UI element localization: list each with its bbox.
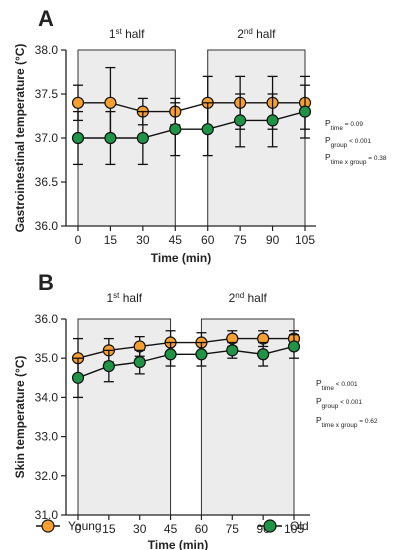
data-point xyxy=(71,371,85,384)
y-tick-label: 36.0 xyxy=(35,312,59,326)
y-tick-label: 36.0 xyxy=(35,219,59,233)
legend-marker xyxy=(263,519,277,533)
x-tick-label: 45 xyxy=(169,233,183,247)
stat-label: Ptime = 0.09 xyxy=(325,118,363,132)
data-point xyxy=(195,348,208,361)
half-region-1 xyxy=(77,318,172,516)
data-point xyxy=(298,105,312,118)
data-point xyxy=(201,123,214,136)
y-tick-label: 37.0 xyxy=(35,131,59,145)
x-tick-label: 45 xyxy=(164,522,178,536)
half-label: 1st half xyxy=(109,27,145,42)
data-point xyxy=(226,344,239,357)
half-label: 1st half xyxy=(106,291,142,306)
x-tick-label: 30 xyxy=(136,233,150,247)
half-region-2 xyxy=(207,49,306,227)
x-tick-label: 15 xyxy=(102,522,116,536)
half-region-2 xyxy=(200,318,295,516)
y-tick-label: 34.0 xyxy=(35,390,59,404)
data-point xyxy=(257,348,270,361)
x-tick-label: 60 xyxy=(201,233,215,247)
x-tick-label: 105 xyxy=(295,233,315,247)
data-point xyxy=(136,131,149,145)
legend-item-old: Old xyxy=(258,519,309,533)
y-tick-label: 32.0 xyxy=(35,469,59,483)
legend-label: Old xyxy=(290,519,309,533)
data-point xyxy=(104,131,117,145)
data-point xyxy=(234,114,247,127)
data-point xyxy=(102,359,115,373)
data-point xyxy=(287,340,301,353)
legend-label: Young xyxy=(68,519,102,533)
legend: Young Old xyxy=(36,519,309,533)
data-point xyxy=(133,356,146,369)
y-tick-label: 38.0 xyxy=(35,43,59,57)
x-tick-label: 0 xyxy=(75,522,82,536)
chart-panel-a: A 1st half 2nd half 36.0 36.5 37.0 37.5 38.0 0 15… xyxy=(13,6,387,265)
panel-letter: A xyxy=(38,6,54,31)
y-tick-label: 31.0 xyxy=(35,508,59,522)
x-tick-label: 105 xyxy=(284,522,304,536)
data-point xyxy=(71,96,85,109)
x-tick-label: 30 xyxy=(133,522,147,536)
stat-label: Pgroup < 0.001 xyxy=(325,135,371,149)
half-label: 2nd half xyxy=(237,27,276,42)
data-point xyxy=(104,96,117,109)
x-axis-title: Time (min) xyxy=(151,251,211,265)
series-old xyxy=(71,334,301,399)
chart-panel-b: B 1st half 2nd half 31.0 32.0 33.0 34.0 35.0 36.… xyxy=(13,270,378,550)
legend-item-young: Young xyxy=(36,519,102,533)
panel-letter: B xyxy=(38,270,54,295)
series-old xyxy=(71,84,312,166)
stat-label: Ptime < 0.001 xyxy=(316,378,358,392)
x-tick-label: 75 xyxy=(233,233,247,247)
x-axis-title: Time (min) xyxy=(148,538,208,550)
x-tick-label: 0 xyxy=(75,233,82,247)
data-point xyxy=(164,348,177,361)
y-axis-title: Gastrointestinal temperature (°C) xyxy=(13,44,27,233)
legend-marker xyxy=(41,519,55,533)
y-tick-label: 35.0 xyxy=(35,351,59,365)
x-tick-label: 60 xyxy=(195,522,209,536)
y-axis-title: Skin temperature (°C) xyxy=(13,356,27,479)
data-point xyxy=(71,131,85,145)
stat-label: Pgroup < 0.001 xyxy=(316,396,362,410)
y-tick-label: 33.0 xyxy=(35,430,59,444)
y-tick-label: 36.5 xyxy=(35,175,59,189)
x-tick-label: 75 xyxy=(226,522,240,536)
x-tick-label: 15 xyxy=(104,233,118,247)
data-point xyxy=(169,123,182,136)
x-tick-label: 90 xyxy=(266,233,280,247)
stat-label: Ptime x group = 0.62 xyxy=(316,415,378,429)
stat-label: Ptime x group = 0.38 xyxy=(325,152,387,166)
y-tick-label: 37.5 xyxy=(35,87,59,101)
half-label: 2nd half xyxy=(229,291,268,306)
data-point xyxy=(266,114,279,127)
